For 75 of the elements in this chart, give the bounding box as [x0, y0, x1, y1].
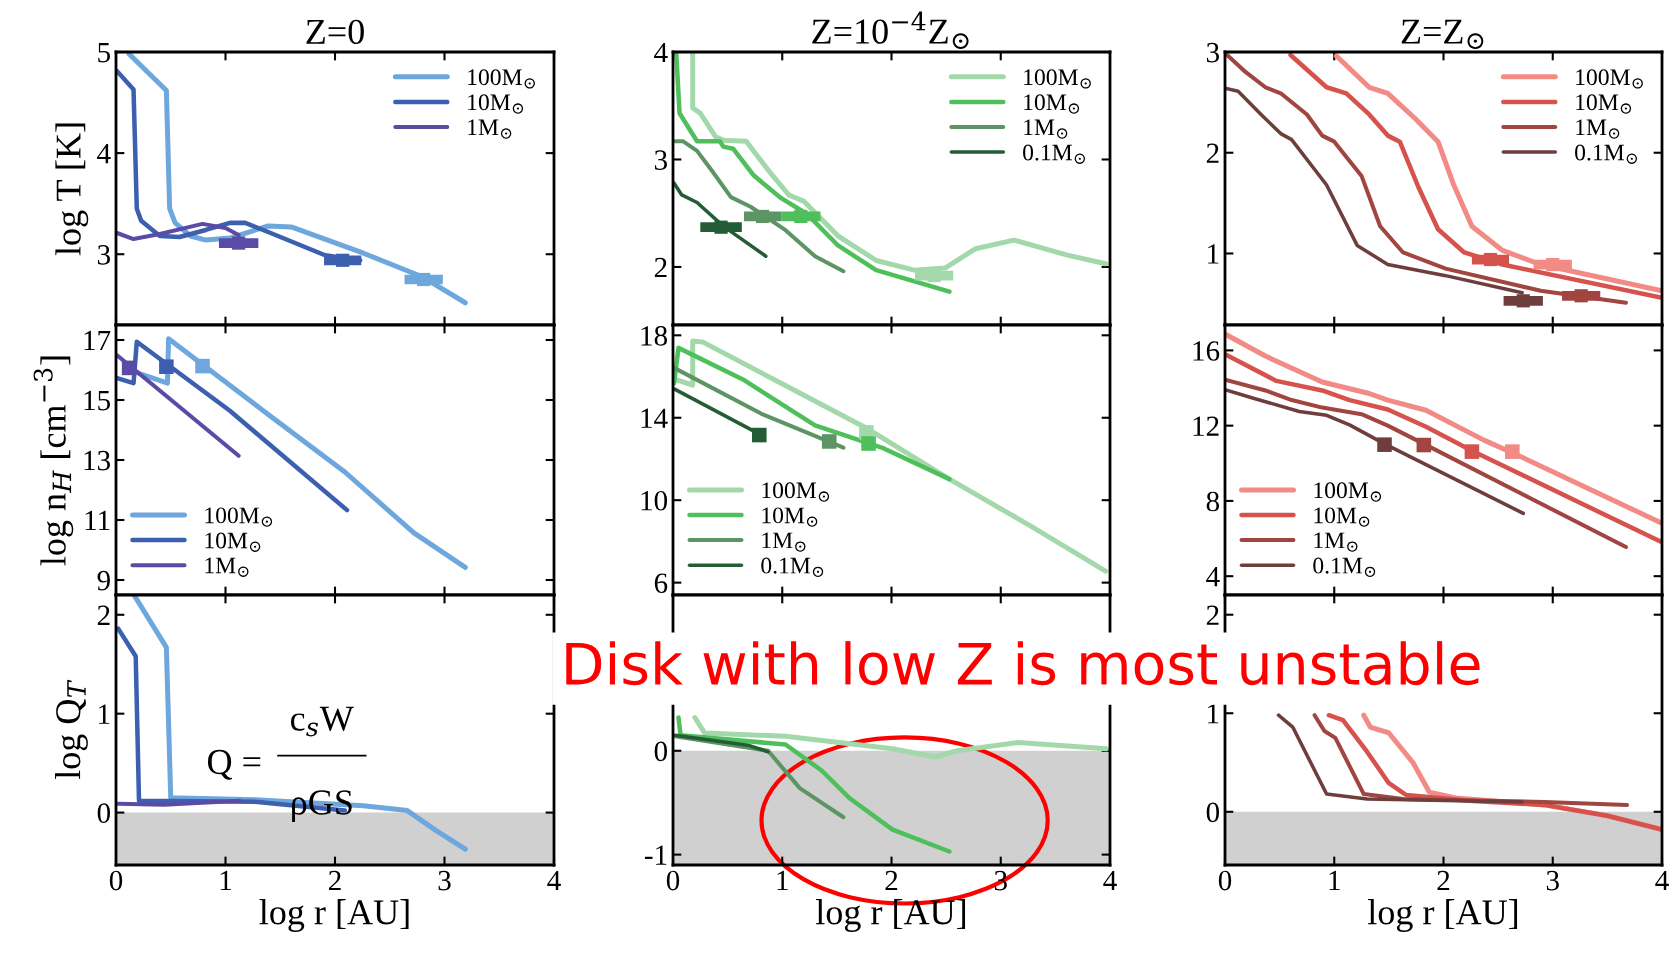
legend-label: 10M$_{⊙}$: [762, 507, 818, 527]
y-tick-label: 17: [84, 330, 111, 351]
annotation: Q =: [208, 749, 261, 780]
legend-label: 100M$_{⊙}$: [1024, 69, 1091, 89]
x-tick-label: 1: [777, 870, 788, 891]
y-tick-label: 3: [97, 245, 110, 265]
legend-label: 1M$_{⊙}$: [468, 119, 512, 139]
legend-label: 1M$_{⊙}$: [1314, 532, 1358, 552]
y-tick-label: 2: [1206, 605, 1219, 625]
x-tick-label: 2: [1437, 870, 1450, 891]
y-tick-label: 12: [1193, 416, 1219, 436]
legend-label: 0.1M$_{⊙}$: [1313, 557, 1376, 577]
chart-title: Z=Z$_{⊙}$: [1401, 19, 1484, 50]
y-tick-label: 0: [97, 803, 111, 823]
y-tick-label: 2: [97, 605, 110, 625]
legend-label: 10M$_{⊙}$: [1576, 94, 1632, 114]
y-tick-label: 4: [97, 144, 111, 164]
x-tick-label: 3: [1546, 870, 1559, 891]
legend-label: 10M$_{⊙}$: [205, 532, 261, 552]
y-tick-label: 3: [654, 150, 667, 170]
x-tick-label: 2: [328, 870, 341, 891]
annotation: c$_{s}$W: [290, 706, 354, 737]
legend-label: 100M$_{⊙}$: [1314, 482, 1382, 502]
y-tick-label: 18: [641, 326, 668, 346]
y-tick-label: 4: [1206, 567, 1220, 587]
legend-label: 10M$_{⊙}$: [468, 94, 524, 114]
legend-label: 0.1M$_{⊙}$: [761, 557, 824, 577]
x-tick-label: 1: [220, 870, 232, 891]
legend-label: 1M$_{⊙}$: [1576, 119, 1620, 139]
y-tick-label: 1: [99, 704, 110, 724]
chart-title: Z=0: [306, 19, 364, 45]
y-tick-label: 16: [1193, 341, 1220, 361]
y-tick-label: 0: [654, 741, 668, 762]
y-tick-label: -1: [644, 845, 667, 865]
y-axis-title: log n$_{H}$ [cm$^{−3}$]: [33, 356, 74, 566]
x-axis-title: log r [AU]: [1368, 899, 1518, 932]
x-tick-label: 1: [1329, 870, 1340, 891]
legend-label: 1M$_{⊙}$: [205, 557, 249, 577]
y-tick-label: 5: [98, 43, 110, 63]
legend-label: 10M$_{⊙}$: [1024, 94, 1080, 114]
legend-label: 1M$_{⊙}$: [1024, 119, 1068, 139]
legend-label: 100M$_{⊙}$: [762, 482, 830, 502]
legend-label: 0.1M$_{⊙}$: [1023, 144, 1085, 164]
y-axis-title: log Q$_{T}$: [55, 679, 88, 780]
legend-label: 100M$_{⊙}$: [1576, 69, 1643, 89]
x-axis-title: log r [AU]: [259, 899, 409, 932]
legend-label: 10M$_{⊙}$: [1314, 507, 1370, 527]
y-tick-label: 2: [654, 257, 667, 278]
chart-title: Z=10$^{−4}$Z$_{⊙}$: [812, 11, 969, 50]
y-tick-label: 10: [641, 490, 668, 511]
y-tick-label: 1: [1208, 244, 1219, 264]
x-tick-label: 4: [547, 870, 561, 891]
y-tick-label: 14: [641, 408, 668, 428]
y-tick-label: 1: [1208, 704, 1219, 724]
legend-label: 100M$_{⊙}$: [468, 69, 535, 89]
y-axis-title: log T [K]: [55, 123, 89, 256]
y-tick-label: 2: [1206, 143, 1219, 163]
x-tick-label: 4: [1103, 870, 1117, 891]
y-tick-label: 9: [97, 570, 110, 591]
legend-label: 0.1M$_{⊙}$: [1575, 144, 1637, 164]
annotation: Disk with low Z is most unstable: [566, 641, 1480, 686]
y-tick-label: 6: [654, 573, 668, 594]
y-tick-label: 13: [84, 450, 110, 471]
legend-label: 1M$_{⊙}$: [762, 532, 806, 552]
x-tick-label: 2: [885, 870, 898, 891]
y-tick-label: 0: [1206, 802, 1220, 823]
y-tick-label: 3: [1206, 42, 1219, 63]
y-tick-label: 4: [654, 42, 668, 63]
y-tick-label: 8: [1206, 491, 1220, 512]
x-tick-label: 4: [1655, 870, 1669, 891]
x-axis-title: log r [AU]: [816, 899, 966, 932]
x-tick-label: 3: [438, 870, 451, 891]
legend-label: 100M$_{⊙}$: [205, 507, 273, 527]
y-tick-label: 15: [84, 390, 110, 411]
y-tick-label: 11: [85, 510, 110, 531]
